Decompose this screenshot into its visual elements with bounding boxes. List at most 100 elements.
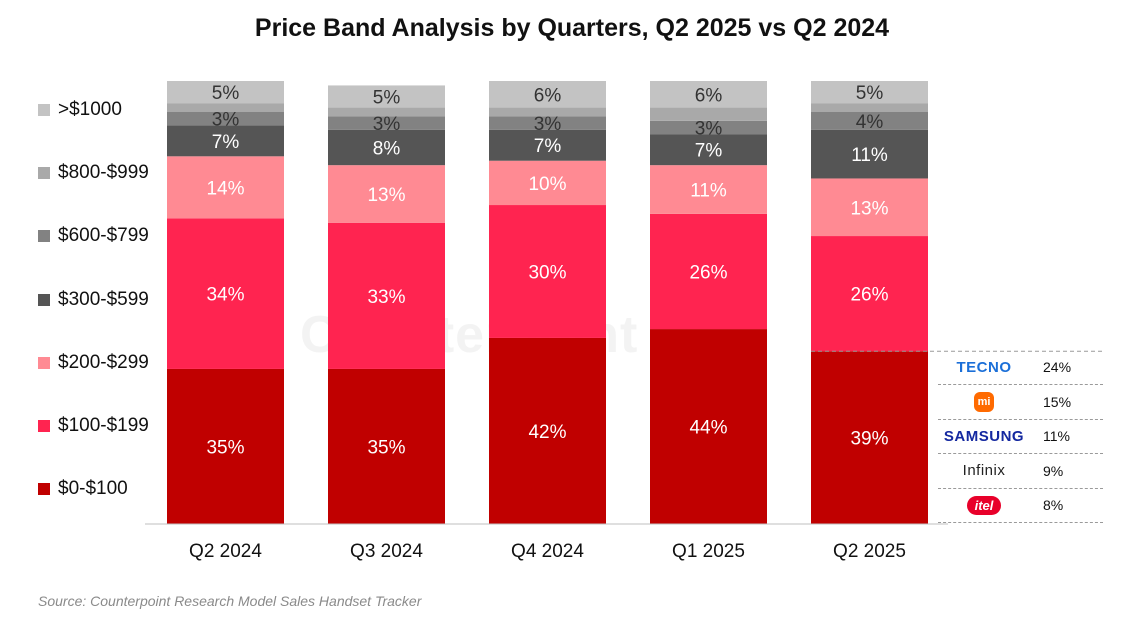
bar-segment xyxy=(328,85,445,108)
bar-segment xyxy=(328,222,445,369)
xiaomi-logo: mi xyxy=(938,385,1030,419)
legend-swatch xyxy=(38,420,50,432)
data-label: 42% xyxy=(528,422,566,443)
chart-title: Price Band Analysis by Quarters, Q2 2025… xyxy=(254,14,890,42)
legend-label: $600-$799 xyxy=(58,225,149,247)
infinix-logo: Infinix xyxy=(938,454,1030,488)
bar-segment xyxy=(811,178,928,237)
bar-segment xyxy=(811,112,928,130)
legend-swatch xyxy=(38,167,50,180)
brand-row: SAMSUNG 11% xyxy=(938,419,1103,455)
brand-row: itel 8% xyxy=(938,488,1103,524)
bar-segment xyxy=(328,368,445,524)
brand-share: 9% xyxy=(1043,462,1064,479)
data-label: 26% xyxy=(850,285,888,306)
bar-segment xyxy=(811,236,928,352)
data-label: 3% xyxy=(534,114,562,135)
data-label: 3% xyxy=(212,110,240,131)
bar-segment xyxy=(489,160,606,206)
legend-swatch xyxy=(38,230,50,243)
legend-label: >$1000 xyxy=(58,99,122,120)
data-label: 5% xyxy=(856,83,884,104)
bar-segment xyxy=(811,351,928,524)
bar-segment xyxy=(167,218,284,369)
bar-segment xyxy=(328,165,445,223)
bar-segment xyxy=(650,120,767,135)
x-tick-label: Q4 2024 xyxy=(511,541,584,562)
bar-segment xyxy=(328,107,445,117)
source-note: Source: Counterpoint Research Model Sale… xyxy=(38,593,422,609)
data-label: 34% xyxy=(206,285,244,306)
data-label: 10% xyxy=(528,174,566,195)
bar-segment xyxy=(328,116,445,130)
bar-segment xyxy=(489,81,606,108)
legend-item: $0-$100 xyxy=(38,477,128,501)
bar-segment xyxy=(167,125,284,157)
bar-segment xyxy=(167,112,284,126)
legend-item: $300-$599 xyxy=(38,288,149,312)
data-label: 6% xyxy=(534,85,562,106)
bar-segment xyxy=(489,337,606,524)
bar-segment xyxy=(650,107,767,121)
data-label: 26% xyxy=(689,262,727,283)
legend-item: $800-$999 xyxy=(38,161,149,185)
data-label: 7% xyxy=(695,141,723,162)
data-label: 4% xyxy=(856,112,884,133)
x-tick-label: Q1 2025 xyxy=(672,541,745,562)
bar-segment xyxy=(650,213,767,330)
bar-segment xyxy=(650,134,767,166)
bar-segment xyxy=(328,129,445,166)
data-label: 7% xyxy=(534,136,562,157)
x-tick-label: Q2 2025 xyxy=(833,541,906,562)
bar-segment xyxy=(489,107,606,117)
data-label: 33% xyxy=(367,287,405,308)
data-label: 5% xyxy=(373,88,401,109)
legend-item: >$1000 xyxy=(38,98,122,122)
data-label: 3% xyxy=(695,119,723,140)
brand-row: TECNO 24% xyxy=(938,350,1103,385)
data-label: 13% xyxy=(367,185,405,206)
x-tick-label: Q2 2024 xyxy=(189,541,262,562)
data-label: 11% xyxy=(851,145,888,166)
legend-swatch xyxy=(38,293,50,306)
data-label: 8% xyxy=(373,138,401,159)
legend-label: $800-$999 xyxy=(58,162,149,184)
brand-name: TECNO xyxy=(956,358,1012,376)
legend: >$1000 $800-$999 $600-$799 $300-$599 $200-$2… xyxy=(38,98,168,518)
bar-segment xyxy=(650,165,767,214)
legend-label: $0-$100 xyxy=(58,478,128,500)
bar-segment xyxy=(489,129,606,161)
legend-label: $300-$599 xyxy=(58,288,149,310)
bar-segment xyxy=(811,129,928,179)
data-label: 35% xyxy=(367,437,405,458)
legend-swatch xyxy=(38,104,50,116)
itel-logo: itel xyxy=(938,488,1030,522)
bar-segment xyxy=(650,81,767,108)
legend-label: $200-$299 xyxy=(58,351,149,373)
data-label: 30% xyxy=(528,262,566,283)
data-label: 44% xyxy=(689,418,727,439)
x-tick-label: Q3 2024 xyxy=(350,541,423,562)
legend-swatch xyxy=(38,483,50,496)
data-label: 6% xyxy=(695,85,723,106)
bar-segment xyxy=(650,329,767,524)
samsung-logo: SAMSUNG xyxy=(938,419,1030,453)
legend-swatch xyxy=(38,356,50,369)
brand-name: mi xyxy=(974,391,994,412)
brand-row: mi 15% xyxy=(938,385,1103,420)
bar-segment xyxy=(811,103,928,113)
brand-name: Infinix xyxy=(962,462,1006,480)
legend-item: $100-$199 xyxy=(38,414,149,438)
data-label: 5% xyxy=(212,83,240,104)
bar-segment xyxy=(489,205,606,338)
data-label: 39% xyxy=(850,429,888,450)
bar-segment xyxy=(811,81,928,104)
brand-share: 15% xyxy=(1043,393,1072,410)
legend-label: $100-$199 xyxy=(58,415,149,436)
bar-segment xyxy=(167,368,284,524)
data-label: 7% xyxy=(212,132,240,153)
legend-item: $600-$799 xyxy=(38,224,149,248)
brand-share: 24% xyxy=(1043,359,1072,375)
bar-segment xyxy=(167,103,284,113)
bar-segment xyxy=(167,156,284,219)
